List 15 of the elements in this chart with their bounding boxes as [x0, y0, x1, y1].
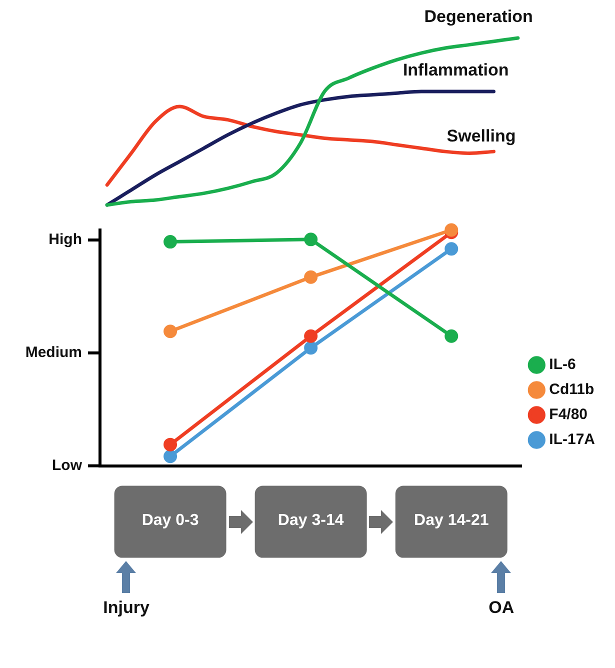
text: High	[48, 231, 82, 248]
series-label: Swelling	[446, 126, 516, 146]
text: Medium	[25, 344, 82, 362]
legend-label: IL-6	[549, 356, 576, 374]
text: OA	[488, 598, 514, 618]
series-label: Inflammation	[402, 60, 509, 80]
x-tick-label: Day 3-14	[278, 512, 344, 529]
series-label: Degeneration	[424, 7, 533, 26]
legend-label: F4/80	[549, 406, 588, 424]
legend-label: Cd11b	[549, 381, 594, 398]
text: Low	[52, 456, 82, 474]
text: Injury	[103, 598, 150, 618]
x-tick-label: Day 14-21	[414, 512, 489, 529]
legend-label: IL-17A	[549, 431, 596, 448]
x-tick-label: Day 0-3	[142, 512, 199, 529]
